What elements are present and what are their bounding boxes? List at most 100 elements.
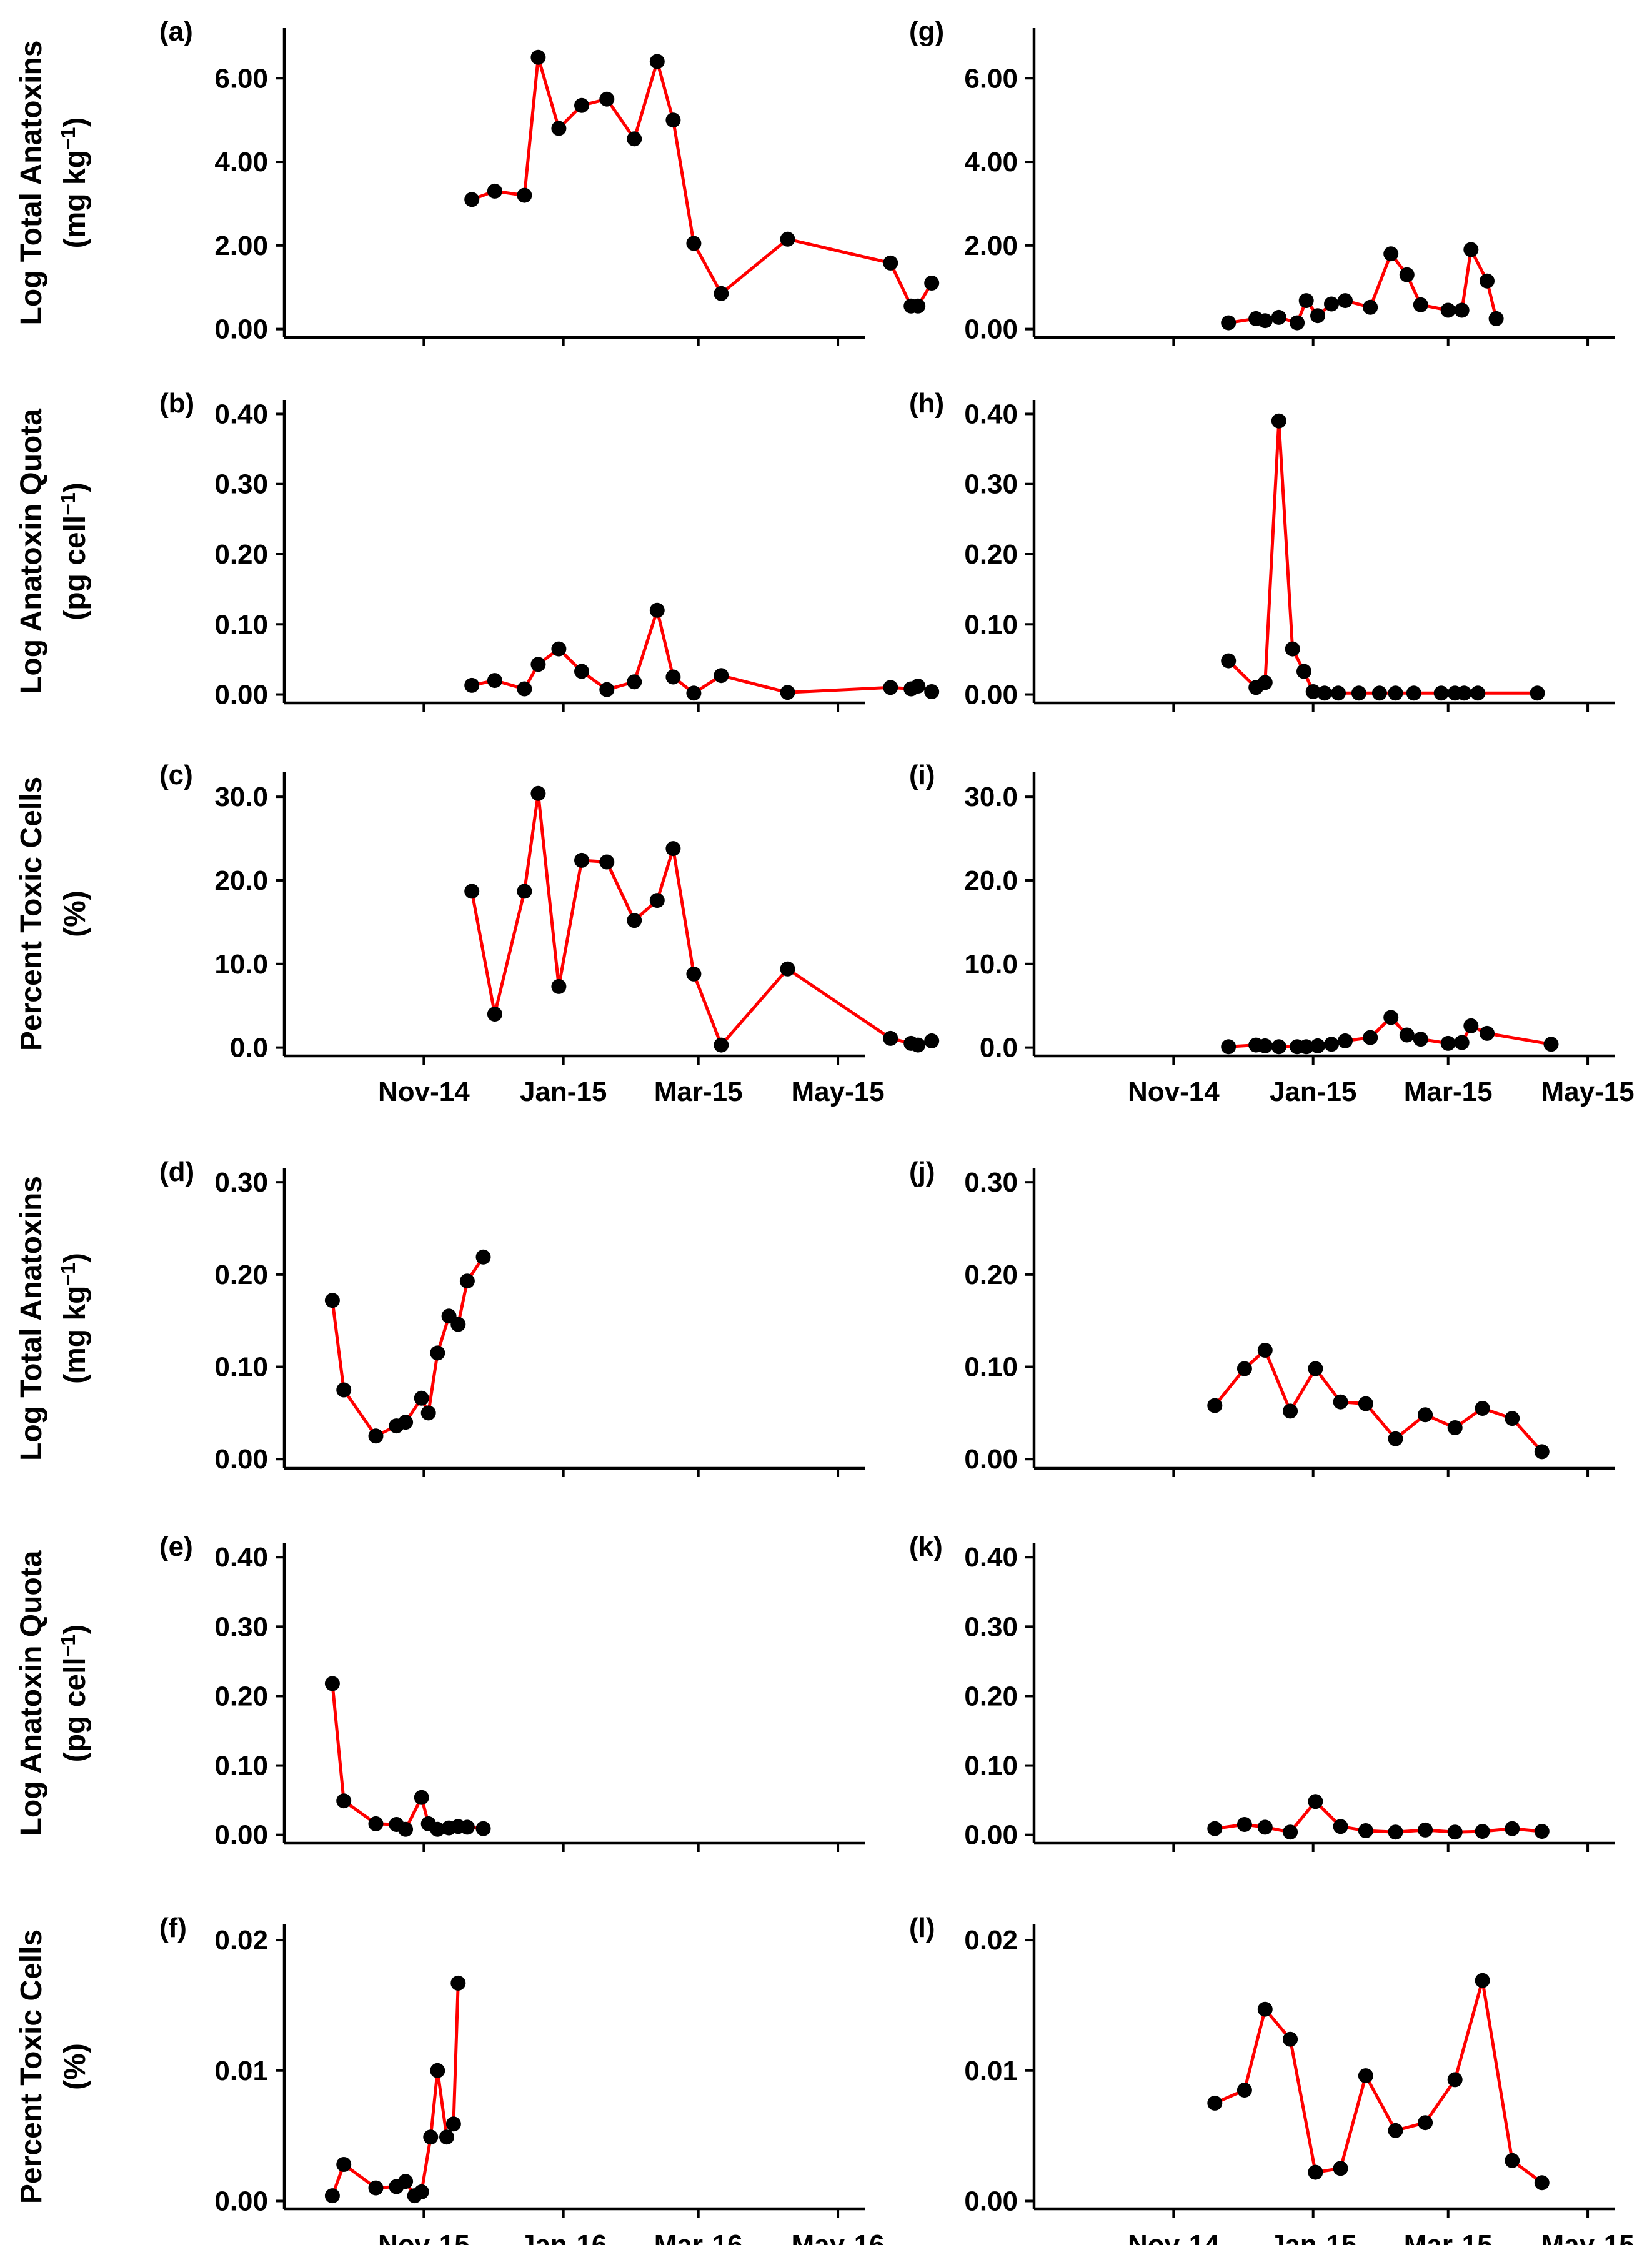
y-tick-label: 0.00 <box>964 2186 1018 2216</box>
data-point <box>1480 273 1495 289</box>
data-point <box>883 1030 898 1046</box>
x-tick-label: May-15 <box>1541 1077 1634 1107</box>
data-point <box>910 298 926 314</box>
x-tick-label: Jan-15 <box>520 1077 607 1107</box>
data-point <box>1298 293 1314 309</box>
data-point <box>414 1790 429 1805</box>
data-point <box>627 131 642 147</box>
y-axis-units: (pg cell−1) <box>57 482 92 620</box>
panel-c: 0.0 10.0 20.0 30.0 Nov-14 Jan-15 Mar-15 May-15 (… <box>15 760 940 1107</box>
data-point <box>530 785 546 801</box>
data-point <box>1271 413 1286 429</box>
data-point <box>336 1793 352 1809</box>
data-point <box>1221 1039 1237 1055</box>
data-point <box>627 913 642 928</box>
x-tick-label: Nov-15 <box>378 2229 470 2245</box>
data-point <box>1358 1823 1373 1838</box>
panel-label: (i) <box>909 760 935 790</box>
data-point <box>324 1676 340 1691</box>
y-tick-label: 0.10 <box>964 609 1018 640</box>
y-tick-label: 0.30 <box>214 1167 268 1198</box>
data-point <box>551 121 567 136</box>
data-point <box>627 674 642 690</box>
data-point <box>599 91 615 107</box>
panel-label: (k) <box>909 1531 943 1562</box>
x-tick-label: Mar-15 <box>1404 1077 1493 1107</box>
data-point <box>1418 1407 1433 1423</box>
data-point <box>475 1821 491 1836</box>
y-tick-label: 0.00 <box>214 314 268 345</box>
y-tick-label: 0.10 <box>964 1352 1018 1383</box>
y-tick-label: 0.40 <box>964 399 1018 429</box>
series-line <box>471 604 933 695</box>
y-tick-label: 4.00 <box>214 147 268 177</box>
data-point <box>1534 2175 1550 2191</box>
x-tick-label: Jan-15 <box>1270 1077 1356 1107</box>
panel-g: 0.00 2.00 4.00 6.00 (g) <box>909 16 1615 346</box>
data-point <box>1257 2001 1273 2017</box>
data-point <box>1324 296 1339 312</box>
data-point <box>430 1345 445 1361</box>
data-point <box>1418 2115 1433 2131</box>
data-point <box>1285 641 1300 657</box>
panel-label: (g) <box>909 16 944 47</box>
data-point <box>1257 1343 1273 1358</box>
data-point <box>1463 1018 1479 1033</box>
y-axis-title: Log Anatoxin Quota <box>15 409 48 694</box>
series-line <box>471 56 933 308</box>
y-tick-label: 0.01 <box>964 2056 1018 2086</box>
data-point <box>1530 685 1545 701</box>
data-point <box>1505 1821 1520 1836</box>
data-point <box>910 1037 926 1053</box>
data-point <box>450 1317 466 1332</box>
data-point <box>1399 267 1415 282</box>
data-point <box>1456 685 1472 701</box>
data-point <box>714 1037 729 1053</box>
y-tick-label: 0.20 <box>964 1260 1018 1290</box>
y-axis-units: (mg kg−1) <box>57 117 92 249</box>
y-tick-label: 0.00 <box>214 1820 268 1851</box>
data-point <box>924 1033 940 1048</box>
x-tick-label: Nov-14 <box>1128 1077 1220 1107</box>
data-point <box>430 2063 445 2078</box>
y-tick-label: 0.40 <box>964 1542 1018 1573</box>
y-tick-label: 0.00 <box>964 680 1018 710</box>
data-point <box>649 54 665 69</box>
series-line <box>1213 1347 1543 1453</box>
data-point <box>1317 685 1332 701</box>
data-point <box>430 1821 445 1837</box>
data-point <box>423 2129 439 2145</box>
panel-label: (a) <box>159 16 193 47</box>
data-point <box>1358 1396 1373 1411</box>
data-point <box>780 231 795 247</box>
data-point <box>686 685 702 701</box>
data-point <box>1298 1039 1314 1055</box>
data-point <box>1308 1361 1323 1376</box>
data-point <box>1363 299 1378 315</box>
data-point <box>1257 1819 1273 1835</box>
y-tick-label: 0.0 <box>980 1033 1018 1063</box>
data-point <box>1331 685 1346 701</box>
data-point <box>1413 1032 1428 1047</box>
panel-e: 0.00 0.10 0.20 0.30 0.40 (e) Log Anatoxin Quot… <box>15 1531 865 1852</box>
y-tick-label: 30.0 <box>964 782 1018 812</box>
data-point <box>487 673 502 689</box>
panel-label: (d) <box>159 1157 194 1187</box>
data-point <box>517 187 532 203</box>
data-point <box>574 852 589 868</box>
data-point <box>1413 297 1428 312</box>
data-point <box>1237 2083 1252 2098</box>
data-point <box>459 1819 475 1835</box>
y-tick-label: 0.00 <box>214 680 268 710</box>
data-point <box>924 684 940 699</box>
data-point <box>1351 685 1366 701</box>
y-tick-label: 6.00 <box>964 63 1018 94</box>
x-tick-label: May-15 <box>791 1077 884 1107</box>
data-point <box>475 1249 491 1265</box>
data-point <box>1207 1398 1223 1413</box>
y-tick-label: 0.30 <box>214 469 268 500</box>
data-point <box>1257 313 1273 329</box>
data-point <box>649 602 665 618</box>
data-point <box>1534 1824 1550 1839</box>
data-point <box>1237 1361 1252 1376</box>
